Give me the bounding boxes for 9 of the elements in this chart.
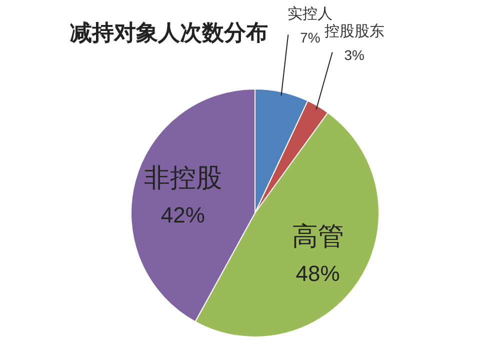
slice-label: 实控人 [288,4,333,23]
slice-label: 高管 [292,222,344,252]
slice-label: 控股股东 [324,22,384,40]
data-label: 48% [296,260,340,286]
text: 减持对象人次数分布 [70,19,268,48]
data-label: 7% [300,30,320,46]
slice-label: 非控股 [144,163,222,194]
data-label: 42% [160,202,205,228]
data-label: 3% [344,47,364,64]
